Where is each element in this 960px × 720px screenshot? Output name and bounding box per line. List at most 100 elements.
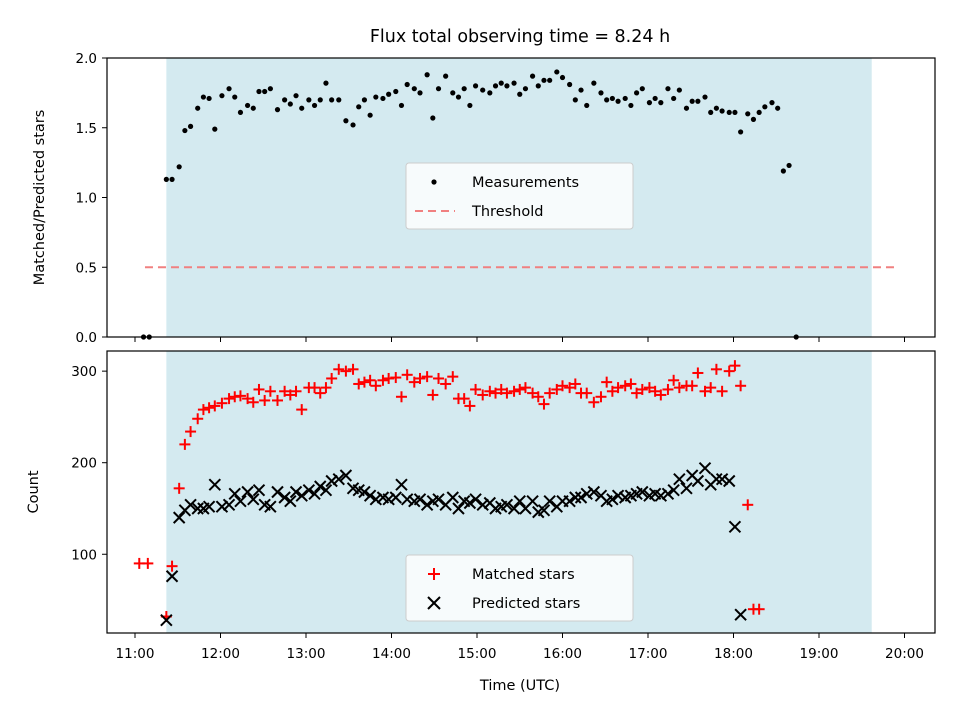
- measurement-point: [572, 97, 578, 103]
- predicted-star-point: [278, 491, 291, 504]
- count-y-tick-label: 200: [71, 456, 97, 472]
- matched-star-point: [662, 383, 674, 395]
- measurement-point: [450, 90, 456, 96]
- x-tick-label: 11:00: [116, 646, 155, 662]
- predicted-star-stroke-b: [452, 502, 465, 515]
- predicted-star-point: [325, 474, 338, 488]
- measurement-point: [467, 102, 473, 109]
- predicted-stars-points: [160, 461, 747, 627]
- matched-star-point: [612, 382, 624, 394]
- measurement-point: [287, 101, 293, 107]
- ratio-y-tick-label: 1.0: [76, 191, 97, 207]
- ratio-y-tick-label: 0.5: [76, 260, 97, 276]
- count-panel-frame: [106, 350, 936, 634]
- matched-star-point: [320, 382, 332, 394]
- matched-star-point: [673, 382, 685, 394]
- matched-star-point: [358, 376, 370, 388]
- predicted-star-stroke-b: [574, 491, 588, 504]
- measurement-point: [713, 105, 720, 111]
- measurement-point: [780, 168, 786, 174]
- measurement-point: [517, 91, 523, 97]
- measurement-point: [256, 88, 262, 95]
- measurement-point: [719, 108, 725, 114]
- predicted-star-stroke-b: [715, 472, 729, 486]
- predicted-star-point: [611, 489, 625, 502]
- predicted-star-stroke-b: [346, 482, 360, 495]
- predicted-star-stroke-b: [526, 494, 539, 508]
- measurement-point: [417, 90, 423, 96]
- predicted-star-stroke-b: [446, 491, 459, 504]
- measurement-point: [738, 129, 744, 135]
- ratio-legend-box: [405, 162, 634, 230]
- predicted-star-stroke-b: [369, 493, 383, 506]
- predicted-star-stroke-b: [382, 493, 395, 506]
- predicted-star-point: [563, 494, 576, 508]
- predicted-star-point: [537, 504, 551, 517]
- predicted-star-stroke-b: [278, 491, 291, 504]
- predicted-star-point: [432, 493, 445, 506]
- measurement-point: [430, 115, 436, 121]
- matched-star-point: [742, 499, 754, 511]
- matched-star-point: [223, 393, 235, 405]
- matched-star-point: [569, 378, 581, 390]
- predicted-star-stroke-b: [698, 461, 712, 475]
- matched-star-point: [484, 385, 496, 397]
- matched-star-point: [173, 482, 185, 494]
- chart-title: Flux total observing time = 8.24 h: [370, 27, 670, 47]
- measurement-point: [404, 81, 410, 88]
- predicted-star-point: [400, 493, 414, 506]
- x-tick-label: 15:00: [458, 646, 497, 662]
- matched-star-point: [390, 372, 402, 384]
- predicted-star-point: [172, 511, 186, 524]
- predicted-star-point: [208, 478, 222, 491]
- predicted-star-point: [295, 489, 308, 502]
- predicted-star-stroke-b: [332, 472, 345, 486]
- matched-star-point: [564, 382, 576, 394]
- ratio-x-ticks: [134, 337, 905, 342]
- predicted-star-stroke-b: [339, 469, 353, 482]
- predicted-star-stroke-b: [314, 480, 327, 493]
- matched-star-point: [643, 382, 655, 394]
- measurement-point: [634, 90, 640, 96]
- predicted-star-point: [234, 494, 247, 508]
- matched-star-point: [234, 390, 246, 402]
- predicted-star-stroke-b: [234, 494, 247, 508]
- matched-star-point: [692, 367, 704, 379]
- matched-star-point: [458, 393, 470, 405]
- predicted-star-stroke-b: [667, 483, 680, 497]
- predicted-star-point: [606, 493, 619, 506]
- predicted-star-point: [228, 487, 241, 501]
- legend-predicted-label: Predicted stars: [472, 596, 580, 612]
- matched-star-point: [606, 385, 618, 397]
- matched-star-point: [636, 383, 648, 395]
- predicted-star-stroke-b: [611, 489, 625, 502]
- legend-predicted-marker: [427, 596, 441, 610]
- measurement-point: [343, 118, 349, 124]
- measurement-point: [195, 105, 201, 111]
- matched-star-point: [519, 382, 531, 394]
- ratio-y-tick-label: 1.5: [76, 121, 97, 137]
- matched-star-point: [347, 363, 359, 375]
- matched-star-point: [377, 374, 389, 386]
- matched-star-point: [421, 371, 433, 383]
- predicted-star-point: [734, 608, 747, 621]
- measurement-point: [455, 94, 462, 100]
- predicted-star-stroke-b: [587, 485, 601, 499]
- matched-star-point: [242, 393, 254, 405]
- predicted-star-point: [165, 570, 179, 583]
- predicted-star-stroke-b: [636, 485, 649, 499]
- matched-star-point: [414, 372, 426, 384]
- measurement-point: [769, 100, 775, 106]
- predicted-star-point: [382, 493, 395, 506]
- measurement-point: [306, 97, 312, 103]
- measurement-point: [695, 98, 701, 104]
- predicted-star-stroke-b: [723, 474, 736, 488]
- matched-star-point: [179, 438, 191, 450]
- measurement-point: [461, 86, 467, 92]
- measurement-point: [559, 74, 566, 81]
- matched-star-point: [209, 400, 221, 412]
- predicted-star-stroke-b: [734, 608, 747, 621]
- measurement-point: [702, 94, 708, 100]
